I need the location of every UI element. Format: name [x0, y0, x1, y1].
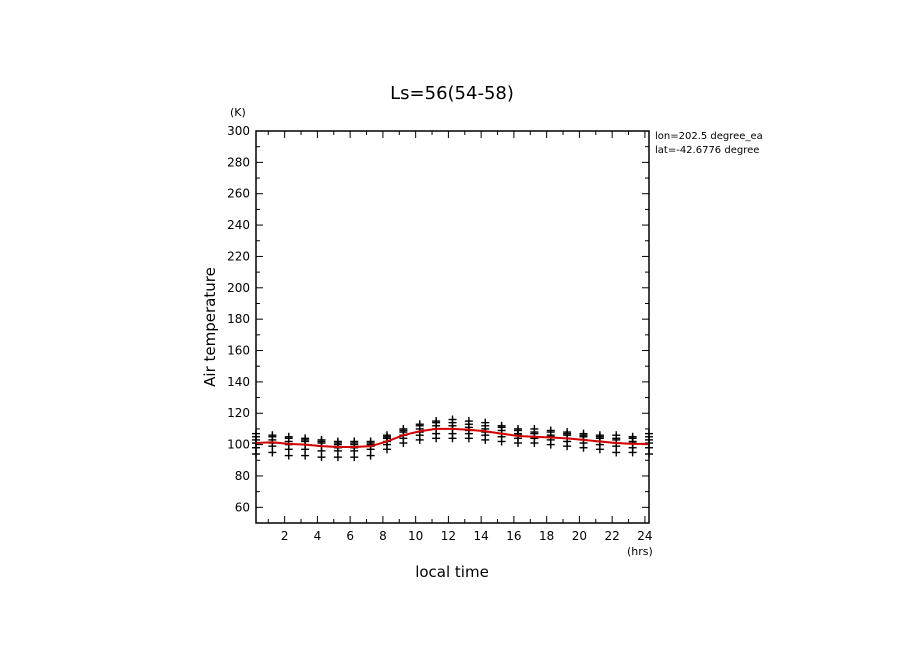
plus-marker — [350, 437, 359, 446]
plus-marker — [481, 418, 490, 427]
plus-marker — [514, 424, 522, 433]
y-tick-label: 60 — [235, 500, 250, 514]
plus-marker — [383, 431, 391, 440]
y-tick-label: 140 — [227, 375, 250, 389]
data-marks — [252, 415, 653, 462]
x-tick-label: 12 — [441, 529, 456, 543]
y-tick-label: 120 — [227, 406, 250, 420]
y-tick-label: 240 — [227, 218, 250, 232]
plus-marker — [268, 431, 277, 440]
y-tick-label: 100 — [227, 438, 250, 452]
y-tick-label: 180 — [227, 312, 250, 326]
plus-marker — [497, 421, 506, 430]
plus-marker — [448, 415, 457, 424]
plus-marker — [595, 431, 604, 440]
y-axis-unit: (K) — [230, 106, 246, 119]
plus-marker — [579, 429, 588, 438]
plus-marker — [399, 424, 408, 433]
x-tick-label: 6 — [346, 529, 354, 543]
y-axis-label: Air temperature — [201, 267, 219, 387]
chart-title: Ls=56(54-58) — [390, 83, 514, 104]
x-tick-label: 16 — [506, 529, 521, 543]
plus-marker — [563, 428, 572, 437]
y-tick-label: 160 — [227, 344, 250, 358]
plus-marker — [301, 434, 310, 443]
plus-marker — [612, 431, 621, 440]
y-tick-label: 200 — [227, 281, 250, 295]
x-tick-label: 14 — [474, 529, 489, 543]
annotation-lon: lon=202.5 degree_ea — [655, 131, 763, 142]
x-tick-label: 8 — [379, 529, 387, 543]
x-tick-label: 24 — [637, 529, 652, 543]
plus-marker — [317, 435, 326, 444]
plus-marker — [546, 426, 555, 435]
x-tick-label: 20 — [572, 529, 587, 543]
annotation-lat: lat=-42.6776 degree — [655, 145, 759, 156]
x-tick-label: 18 — [539, 529, 554, 543]
y-tick-label: 260 — [227, 187, 250, 201]
plus-marker — [366, 437, 375, 446]
plus-marker — [628, 432, 637, 441]
y-tick-label: 300 — [227, 124, 250, 138]
x-tick-label: 22 — [605, 529, 620, 543]
plot-frame — [255, 130, 650, 524]
x-axis-unit: (hrs) — [627, 545, 653, 558]
y-tick-label: 280 — [227, 155, 250, 169]
plus-marker — [432, 417, 441, 426]
y-tick-label: 220 — [227, 249, 250, 263]
y-tick-label: 80 — [235, 469, 250, 483]
x-tick-label: 4 — [314, 529, 322, 543]
mean-line — [255, 427, 649, 448]
plus-marker — [284, 432, 293, 441]
plus-marker — [464, 417, 473, 426]
x-tick-label: 2 — [281, 529, 289, 543]
plus-marker — [333, 437, 342, 446]
x-axis-label: local time — [415, 563, 489, 581]
right-edge-mask — [780, 125, 904, 165]
plus-marker — [415, 420, 424, 429]
x-tick-label: 10 — [408, 529, 423, 543]
plus-marker — [530, 424, 539, 433]
